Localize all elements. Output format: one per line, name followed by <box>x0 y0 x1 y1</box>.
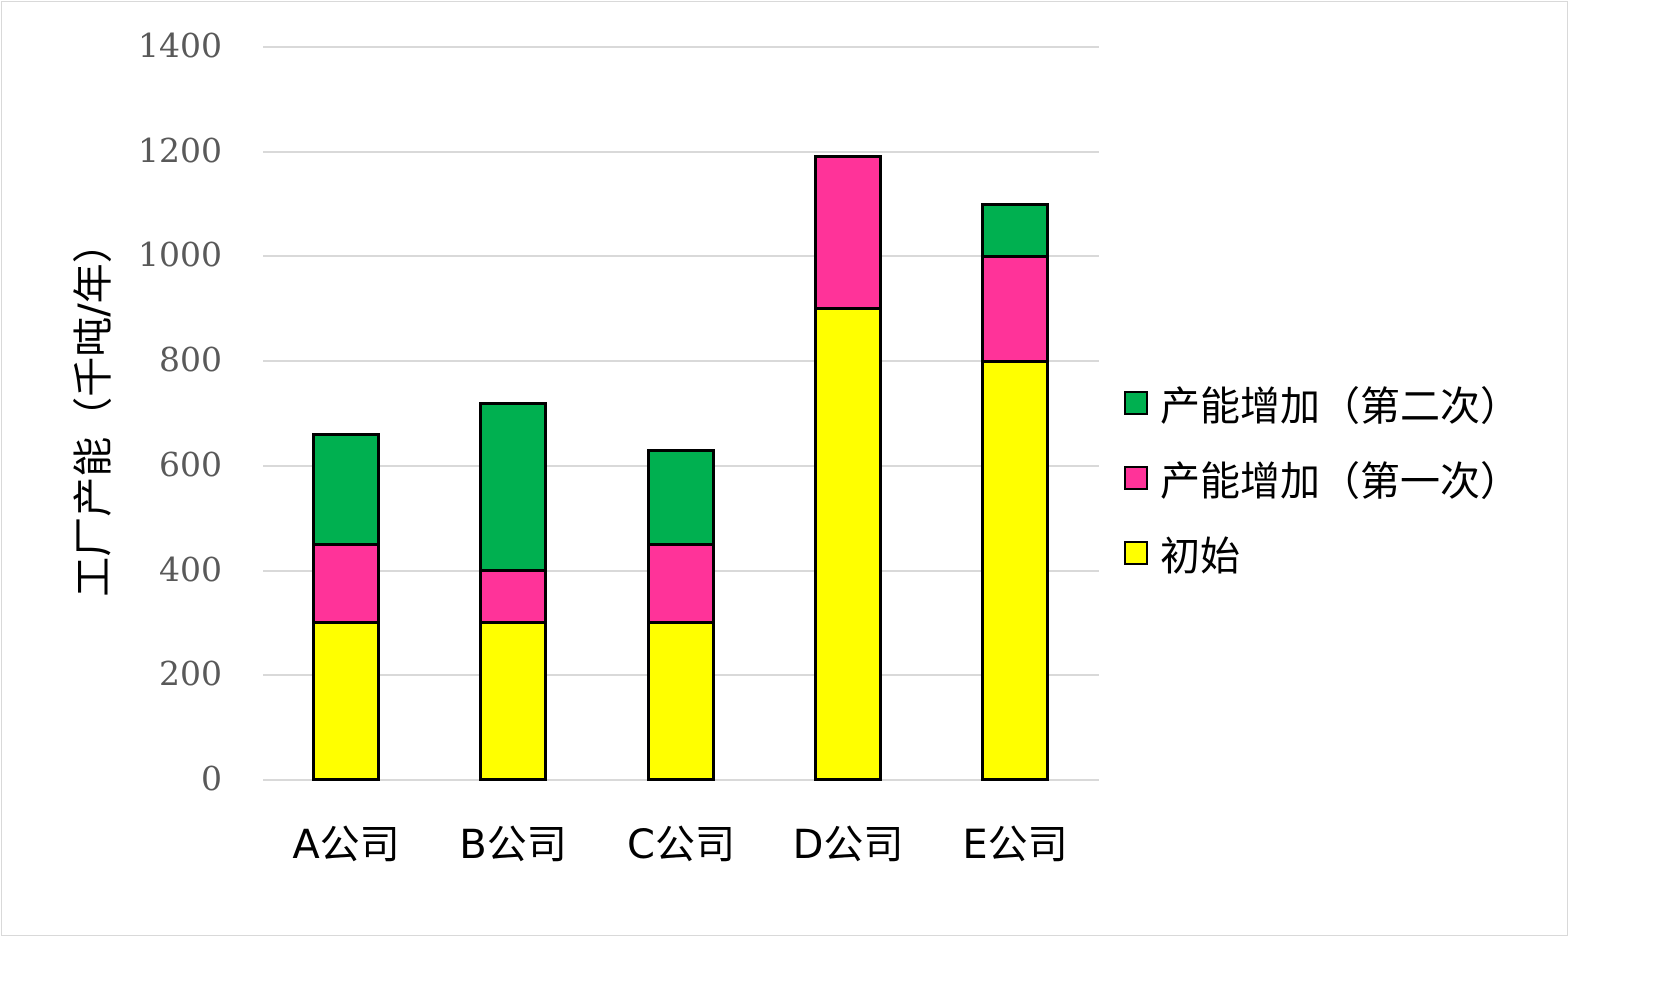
bar-segment <box>981 202 1049 258</box>
legend-swatch-icon <box>1124 540 1148 565</box>
bar-segment <box>312 432 380 546</box>
bar-segment <box>479 569 547 625</box>
bar-segment <box>981 254 1049 363</box>
y-tick-label: 0 <box>201 759 222 798</box>
legend-item-first-increase: 产能增加（第一次） <box>1124 440 1520 515</box>
bar-segment <box>647 621 715 782</box>
y-tick-label: 1400 <box>138 26 222 65</box>
gridline <box>263 150 1099 153</box>
legend: 产能增加（第二次） 产能增加（第一次） 初始 <box>1124 365 1520 590</box>
y-tick-label: 1200 <box>138 130 222 170</box>
bar-segment <box>312 542 380 625</box>
legend-item-second-increase: 产能增加（第二次） <box>1124 365 1520 440</box>
bar-segment <box>814 307 882 782</box>
x-tick-label: A公司 <box>292 822 400 868</box>
legend-swatch-icon <box>1124 465 1148 490</box>
bar-segment <box>479 621 547 782</box>
x-tick-label: D公司 <box>792 822 904 868</box>
y-tick-label: 200 <box>159 654 222 694</box>
bar-segment <box>647 542 715 625</box>
bar-segment <box>647 448 715 546</box>
x-tick-label: C公司 <box>627 822 735 868</box>
y-tick-label: 400 <box>159 549 222 589</box>
y-axis-title: 工厂产能（千吨/年） <box>71 223 117 597</box>
gridline <box>263 46 1099 48</box>
y-tick-label: 600 <box>159 444 222 484</box>
legend-label: 产能增加（第二次） <box>1160 383 1520 430</box>
legend-label: 初始 <box>1160 533 1240 580</box>
gridline <box>263 360 1099 363</box>
bar-segment <box>479 401 547 573</box>
y-tick-label: 1000 <box>138 235 222 275</box>
gridline <box>263 255 1099 258</box>
bar-segment <box>814 155 882 311</box>
x-tick-label: E公司 <box>962 822 1068 868</box>
bar-segment <box>981 359 1049 782</box>
legend-item-initial: 初始 <box>1124 515 1520 590</box>
x-tick-label: B公司 <box>459 822 567 868</box>
y-tick-label: 800 <box>159 340 222 380</box>
bar-segment <box>312 621 380 782</box>
legend-swatch-icon <box>1124 390 1148 415</box>
legend-label: 产能增加（第一次） <box>1160 458 1520 505</box>
